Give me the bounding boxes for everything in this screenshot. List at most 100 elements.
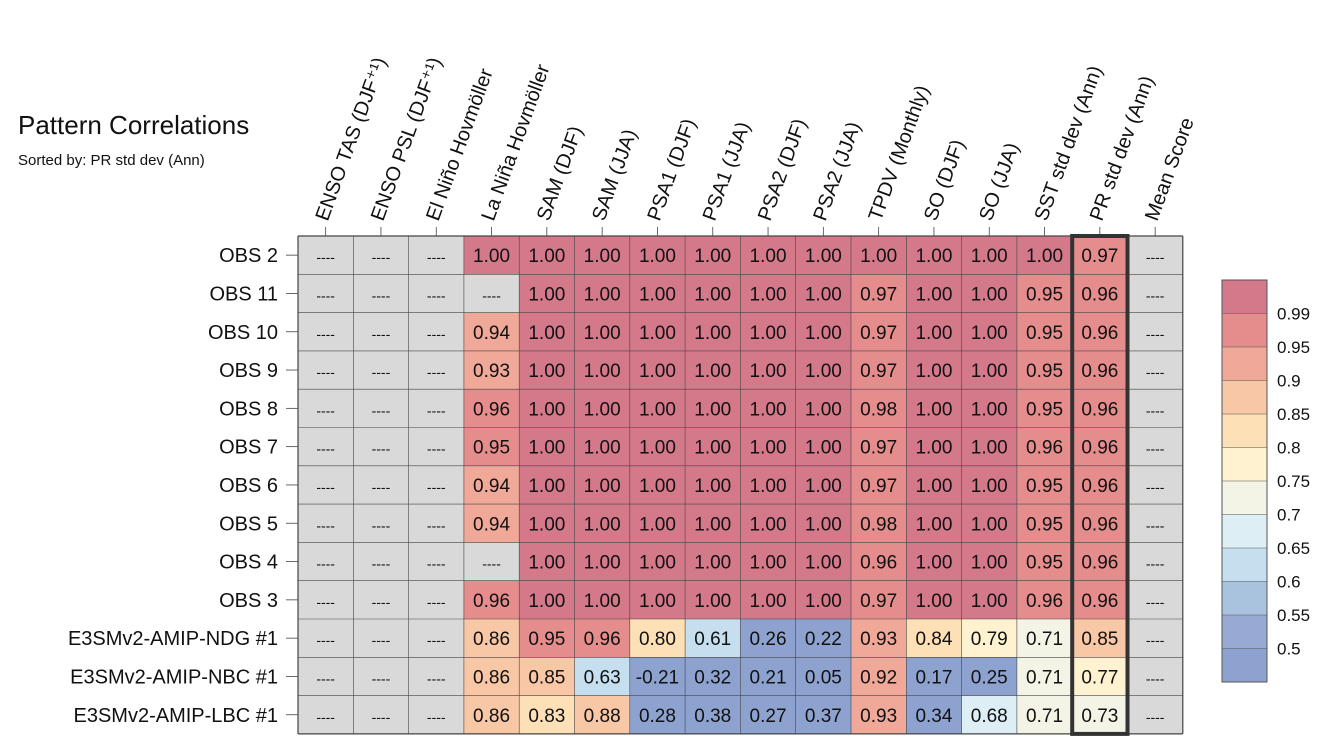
cell-value: ---- xyxy=(482,287,501,303)
row-label: OBS 4 xyxy=(219,552,278,574)
heatmap-cell xyxy=(519,504,575,543)
cell-value: ---- xyxy=(316,709,335,725)
heatmap-cell xyxy=(1127,236,1183,275)
cell-value: 0.32 xyxy=(694,667,731,688)
heatmap-cell xyxy=(1016,312,1073,351)
cell-value: 1.00 xyxy=(750,246,787,267)
heatmap-cell xyxy=(685,312,741,351)
heatmap-cell xyxy=(795,504,851,543)
cell-value: 1.00 xyxy=(915,323,952,344)
heatmap-cell xyxy=(795,542,851,581)
heatmap-cell xyxy=(740,389,796,428)
cell-value: 0.96 xyxy=(584,629,621,650)
heatmap-cell xyxy=(1072,274,1128,313)
cell-value: 1.00 xyxy=(694,399,731,420)
heatmap-cell xyxy=(519,657,575,696)
heatmap-cell xyxy=(463,619,520,658)
heatmap-cell xyxy=(740,312,796,351)
cell-value: 1.00 xyxy=(915,591,952,612)
cell-value: 1.00 xyxy=(694,284,731,305)
heatmap-cell xyxy=(851,580,907,619)
cell-value: 0.96 xyxy=(1081,361,1118,382)
heatmap-cell xyxy=(795,580,851,619)
heatmap-cell xyxy=(519,236,575,275)
cell-value: 1.00 xyxy=(915,553,952,574)
heatmap-cell xyxy=(795,465,851,505)
cell-value: 0.77 xyxy=(1081,667,1118,688)
cell-value: 1.00 xyxy=(639,591,676,612)
heatmap-cell xyxy=(629,274,686,313)
heatmap-cell xyxy=(463,389,520,428)
heatmap-cell xyxy=(1127,312,1183,351)
cell-value: 1.00 xyxy=(694,591,731,612)
cell-value: 1.00 xyxy=(639,553,676,574)
colorbar-segment xyxy=(1222,481,1267,515)
cell-value: ---- xyxy=(372,670,391,686)
heatmap-cell xyxy=(851,274,907,313)
cell-value: 1.00 xyxy=(639,476,676,497)
cell-value: ---- xyxy=(372,287,391,303)
colorbar-tick-label: 0.75 xyxy=(1277,472,1310,491)
cell-value: 0.61 xyxy=(694,629,731,650)
cell-value: 1.00 xyxy=(639,284,676,305)
heatmap-cell xyxy=(463,580,520,619)
heatmap-cell xyxy=(906,695,962,734)
heatmap-cell xyxy=(463,542,520,581)
heatmap-cell xyxy=(574,542,630,581)
cell-value: 1.00 xyxy=(860,246,897,267)
heatmap-cell xyxy=(298,274,354,313)
heatmap-cell xyxy=(408,619,464,658)
cell-value: 0.17 xyxy=(915,667,952,688)
cell-value: 1.00 xyxy=(639,246,676,267)
heatmap-cell xyxy=(961,695,1017,734)
cell-value: ---- xyxy=(1146,402,1165,418)
heatmap-cell xyxy=(685,274,741,313)
heatmap-cell xyxy=(685,350,741,390)
heatmap-cell xyxy=(298,619,354,658)
cell-value: ---- xyxy=(372,709,391,725)
cell-value: 0.98 xyxy=(860,514,897,535)
cell-value: 0.86 xyxy=(473,706,510,727)
heatmap-cell xyxy=(795,389,851,428)
heatmap-cell xyxy=(906,389,962,428)
heatmap-cell xyxy=(685,657,741,696)
heatmap-cell xyxy=(629,350,686,390)
heatmap-cell xyxy=(906,465,962,505)
cell-value: 0.97 xyxy=(860,438,897,459)
heatmap-cell xyxy=(1072,312,1128,351)
colorbar-tick-label: 0.65 xyxy=(1277,539,1310,558)
row-label: OBS 11 xyxy=(209,283,278,305)
cell-value: ---- xyxy=(372,556,391,572)
colorbar-segment xyxy=(1222,615,1267,649)
heatmap-cell xyxy=(629,427,686,466)
heatmap-cell xyxy=(1016,695,1073,734)
heatmap-cell xyxy=(408,465,464,505)
heatmap-cell xyxy=(685,465,741,505)
heatmap-cell xyxy=(1127,619,1183,658)
cell-value: 0.94 xyxy=(473,323,510,344)
heatmap-cell xyxy=(1072,465,1128,505)
heatmap-cell xyxy=(795,312,851,351)
heatmap-cell xyxy=(1072,427,1128,466)
cell-value: 0.95 xyxy=(528,629,565,650)
heatmap-cell xyxy=(1072,580,1128,619)
heatmap-cell xyxy=(408,542,464,581)
heatmap-cell xyxy=(906,350,962,390)
cell-value: 0.92 xyxy=(860,667,897,688)
heatmap-cell xyxy=(685,427,741,466)
heatmap-cell xyxy=(740,580,796,619)
heatmap-cell xyxy=(1127,580,1183,619)
heatmap-cell xyxy=(685,236,741,275)
cell-value: -0.21 xyxy=(636,667,679,688)
heatmap-cell xyxy=(298,312,354,351)
cell-value: 1.00 xyxy=(584,361,621,382)
cell-value: 0.98 xyxy=(860,399,897,420)
cell-value: ---- xyxy=(1146,517,1165,533)
heatmap-cell xyxy=(463,504,520,543)
heatmap-cell xyxy=(1016,350,1073,390)
heatmap-cell xyxy=(961,580,1017,619)
heatmap-cell xyxy=(298,580,354,619)
cell-value: 0.28 xyxy=(639,706,676,727)
cell-value: 1.00 xyxy=(528,361,565,382)
